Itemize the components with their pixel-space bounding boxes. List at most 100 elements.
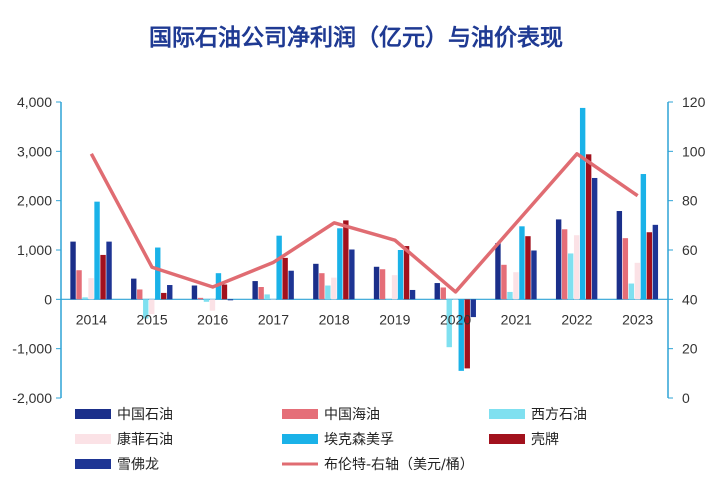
bar-中国海油-2017 [258, 287, 264, 300]
chart-title: 国际石油公司净利润（亿元）与油价表现 [149, 25, 563, 51]
left-tick-label: 4,000 [17, 94, 52, 110]
bar-中国石油-2017 [252, 281, 258, 300]
x-tick-label: 2014 [76, 311, 107, 327]
bar-埃克森美孚-2021 [519, 226, 525, 300]
bar-中国石油-2022 [555, 219, 562, 300]
bar-壳牌-2020 [464, 299, 470, 369]
bar-壳牌-2023 [646, 232, 653, 300]
bar-壳牌-2014 [100, 254, 106, 300]
bar-中国石油-2014 [70, 241, 76, 300]
right-tick-label: 40 [682, 291, 698, 307]
bar-西方石油-2017 [264, 294, 270, 300]
bar-雪佛龙-2022 [591, 177, 598, 300]
x-tick-label: 2018 [319, 311, 350, 327]
x-tick-label: 2017 [258, 311, 289, 327]
bar-中国海油-2023 [622, 238, 629, 300]
bar-中国石油-2020 [434, 283, 440, 300]
bar-雪佛龙-2023 [652, 224, 659, 300]
bar-康菲石油-2023 [634, 262, 641, 300]
legend-label: 雪佛龙 [117, 457, 159, 473]
legend-swatch [75, 409, 111, 419]
bar-壳牌-2022 [585, 154, 592, 300]
bar-中国海油-2019 [379, 269, 386, 300]
bar-中国海油-2018 [319, 273, 325, 300]
bar-中国海油-2016 [197, 297, 204, 300]
bar-埃克森美孚-2017 [276, 235, 282, 300]
bar-埃克森美孚-2023 [640, 174, 647, 300]
left-tick-label: 1,000 [17, 242, 52, 258]
left-tick-label: 0 [44, 291, 52, 307]
bar-康菲石油-2020 [452, 299, 458, 300]
bar-西方石油-2016 [203, 299, 210, 302]
bar-壳牌-2018 [343, 220, 349, 300]
bar-西方石油-2014 [82, 297, 88, 300]
bar-壳牌-2016 [221, 284, 228, 300]
x-tick-label: 2019 [379, 311, 410, 327]
bar-埃克森美孚-2020 [458, 299, 464, 371]
x-tick-label: 2023 [622, 311, 653, 327]
bar-西方石油-2018 [325, 285, 331, 300]
bar-壳牌-2021 [525, 236, 531, 300]
bar-雪佛龙-2016 [227, 299, 234, 301]
bar-康菲石油-2021 [513, 272, 519, 300]
bar-中国海油-2021 [501, 264, 507, 300]
right-tick-label: 80 [682, 193, 698, 209]
left-tick-label: -1,000 [12, 341, 52, 357]
legend-swatch [75, 434, 111, 444]
bar-康菲石油-2018 [331, 277, 337, 300]
bar-埃克森美孚-2019 [397, 250, 404, 300]
bar-壳牌-2017 [282, 257, 288, 300]
bar-雪佛龙-2017 [288, 270, 294, 300]
bar-雪佛龙-2019 [409, 289, 416, 300]
bar-雪佛龙-2014 [106, 241, 112, 300]
x-tick-label: 2020 [440, 311, 471, 327]
bar-中国石油-2021 [495, 243, 501, 300]
bar-康菲石油-2022 [573, 235, 580, 300]
bar-雪佛龙-2021 [531, 250, 537, 300]
bar-中国石油-2019 [373, 266, 380, 300]
bar-中国石油-2018 [313, 263, 319, 300]
bar-康菲石油-2015 [149, 299, 155, 315]
legend-swatch [489, 434, 525, 444]
line-brent-oil-price [89, 152, 639, 294]
x-tick-label: 2021 [501, 311, 532, 327]
legend-label: 中国海油 [324, 407, 380, 423]
x-tick-label: 2016 [197, 311, 228, 327]
legend-label: 西方石油 [531, 407, 587, 423]
bar-埃克森美孚-2022 [579, 107, 586, 300]
bar-雪佛龙-2015 [167, 285, 173, 300]
right-tick-label: 100 [682, 143, 706, 159]
bar-中国石油-2015 [131, 278, 137, 300]
legend-swatch [489, 409, 525, 419]
legend-swatch [282, 434, 318, 444]
legend-label: 埃克森美孚 [324, 432, 394, 448]
bar-中国海油-2014 [76, 270, 82, 300]
bar-中国海油-2022 [561, 229, 568, 300]
right-tick-label: 0 [682, 390, 690, 406]
right-tick-label: 120 [682, 94, 706, 110]
legend-label: 壳牌 [531, 431, 559, 448]
left-tick-label: 3,000 [17, 143, 52, 159]
bar-埃克森美孚-2014 [94, 201, 100, 300]
legend-swatch [75, 459, 111, 469]
bar-中国石油-2016 [191, 285, 198, 300]
bar-壳牌-2019 [403, 246, 410, 300]
bar-埃克森美孚-2018 [337, 228, 343, 300]
bar-西方石油-2022 [567, 253, 574, 300]
bar-雪佛龙-2020 [470, 299, 476, 318]
bar-康菲石油-2014 [88, 278, 94, 300]
bar-康菲石油-2019 [391, 275, 398, 300]
bar-西方石油-2019 [385, 299, 392, 300]
bar-中国海油-2020 [440, 287, 446, 300]
left-tick-label: -2,000 [12, 390, 52, 406]
x-tick-label: 2015 [136, 311, 167, 327]
bar-西方石油-2021 [507, 291, 513, 300]
bar-埃克森美孚-2015 [155, 247, 161, 300]
bar-康菲石油-2016 [209, 299, 216, 311]
bar-西方石油-2015 [143, 299, 149, 319]
bar-康菲石油-2017 [270, 299, 276, 300]
bar-西方石油-2023 [628, 283, 635, 300]
legend-label: 布伦特-右轴（美元/桶） [324, 457, 474, 473]
right-tick-label: 60 [682, 242, 698, 258]
